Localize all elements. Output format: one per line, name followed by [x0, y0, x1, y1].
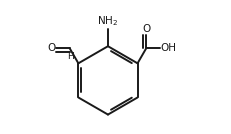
- Text: O: O: [142, 24, 150, 34]
- Text: O: O: [47, 43, 55, 53]
- Text: OH: OH: [159, 43, 175, 53]
- Text: H: H: [67, 52, 74, 61]
- Text: NH$_2$: NH$_2$: [97, 14, 118, 28]
